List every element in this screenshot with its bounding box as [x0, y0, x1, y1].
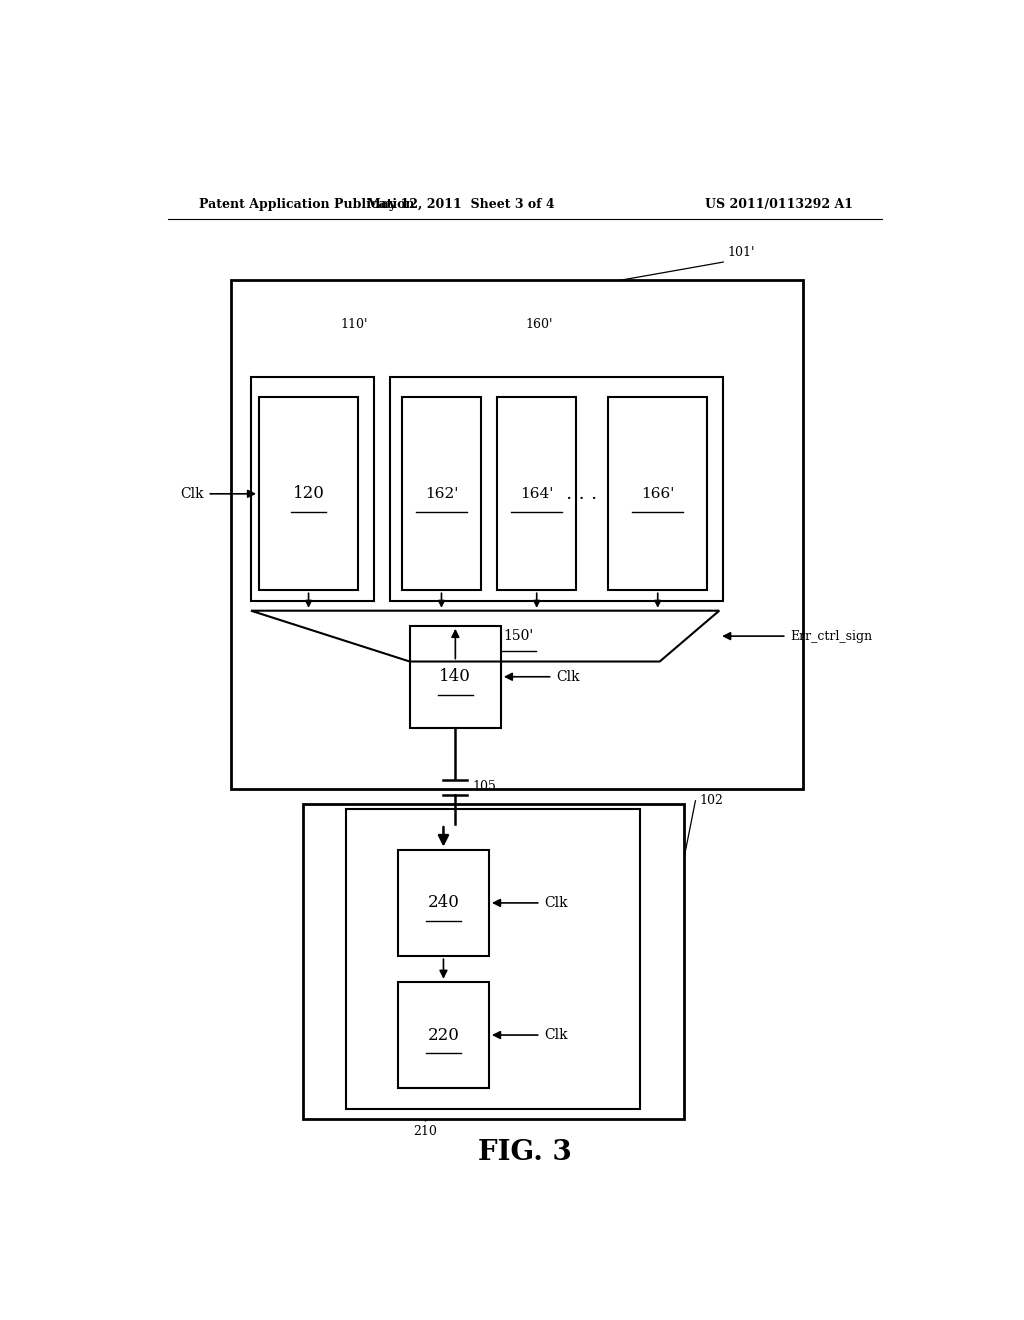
Bar	[497, 397, 577, 590]
Text: Clk: Clk	[557, 669, 581, 684]
Text: 162': 162'	[425, 487, 458, 500]
Text: 102: 102	[699, 795, 723, 808]
Text: . . .: . . .	[565, 484, 597, 503]
Bar	[346, 809, 640, 1109]
Text: 210: 210	[414, 1125, 437, 1138]
Text: 140: 140	[439, 668, 471, 685]
Text: 110': 110'	[340, 318, 368, 331]
Bar	[390, 378, 723, 601]
Text: Clk: Clk	[545, 896, 568, 909]
Text: 120: 120	[293, 486, 325, 503]
Text: 164': 164'	[520, 487, 553, 500]
Text: 166': 166'	[641, 487, 675, 500]
Text: May 12, 2011  Sheet 3 of 4: May 12, 2011 Sheet 3 of 4	[368, 198, 555, 211]
Text: FIG. 3: FIG. 3	[478, 1139, 571, 1166]
Bar	[397, 850, 489, 956]
Bar	[397, 982, 489, 1089]
Text: 220: 220	[427, 1027, 460, 1044]
Bar	[231, 280, 803, 788]
Text: 240: 240	[427, 895, 460, 911]
Text: 160': 160'	[525, 318, 553, 331]
Bar	[410, 626, 501, 727]
Text: 105: 105	[473, 780, 497, 793]
Bar	[259, 397, 358, 590]
Bar	[303, 804, 684, 1119]
Text: US 2011/0113292 A1: US 2011/0113292 A1	[705, 198, 853, 211]
Text: Patent Application Publication: Patent Application Publication	[200, 198, 415, 211]
Text: Clk: Clk	[180, 487, 204, 500]
Text: 101': 101'	[727, 246, 755, 259]
Bar	[251, 378, 374, 601]
Text: Err_ctrl_sign: Err_ctrl_sign	[791, 630, 872, 643]
Text: Clk: Clk	[545, 1028, 568, 1041]
Bar	[401, 397, 481, 590]
Text: 150': 150'	[504, 630, 534, 643]
Bar	[608, 397, 708, 590]
